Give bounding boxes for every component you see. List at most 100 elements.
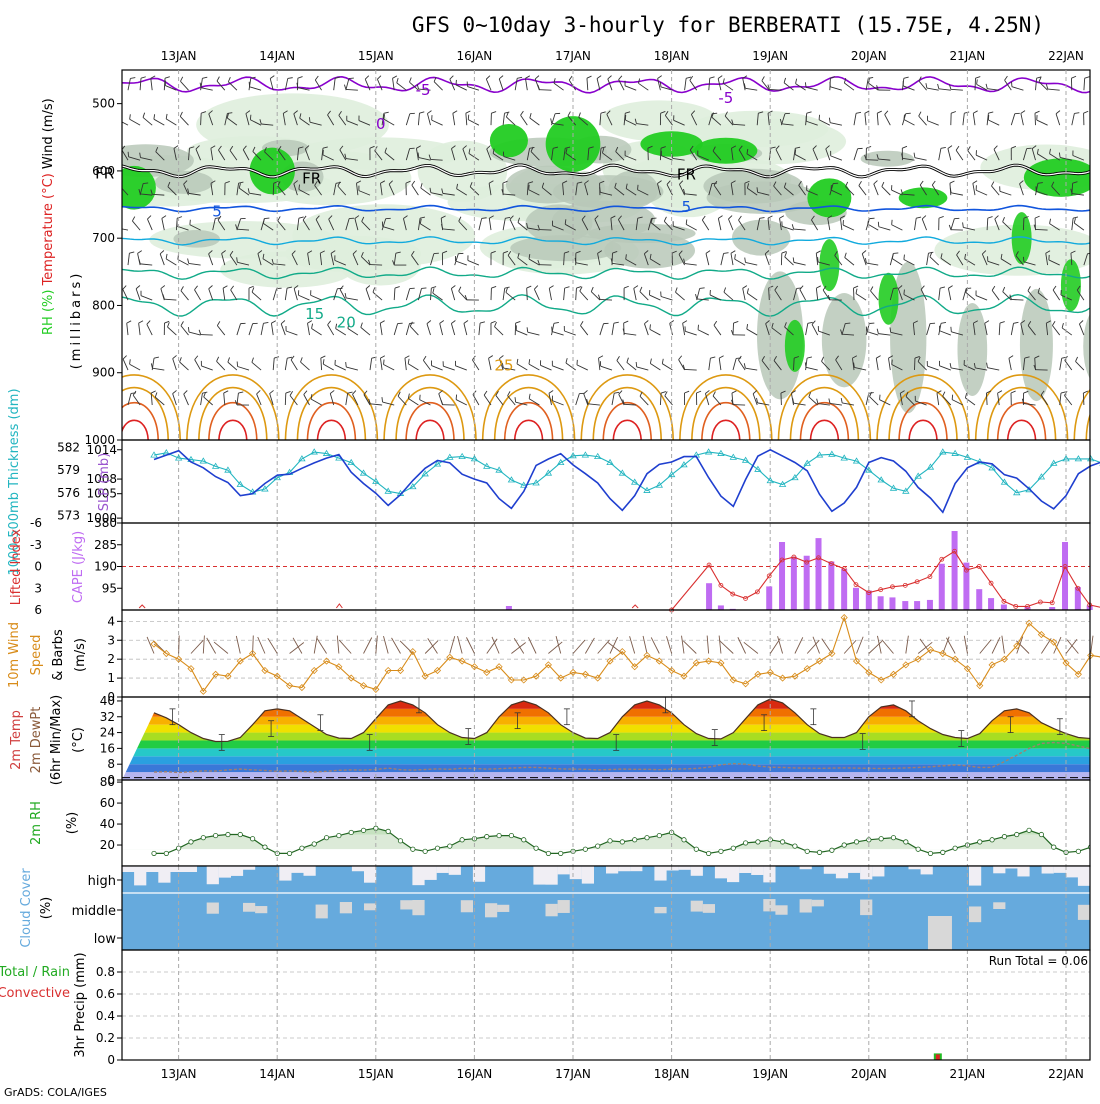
rh-2m-marker (1002, 834, 1006, 838)
precip-frame (122, 950, 1090, 1060)
cape-bar (816, 538, 822, 610)
wind-barb (660, 148, 661, 160)
high-cloud-gap (618, 866, 630, 871)
mid-cloud-gap (400, 900, 412, 909)
high-cloud-gap (751, 866, 763, 875)
cape-tick-label: 380 (94, 516, 117, 530)
wind-barb-flag (309, 117, 310, 122)
rh-2m-marker (830, 848, 834, 852)
li-ylabel: Lifted Index (9, 528, 24, 605)
wind-barb-flag (143, 183, 148, 184)
surface-wind-barb (214, 642, 228, 653)
surface-wind-barb (813, 637, 820, 654)
wind-barb-flag (893, 288, 898, 289)
rh-2m-marker (337, 833, 341, 837)
high-cloud-gap (872, 866, 884, 876)
precip-tick-label: 0.8 (96, 965, 115, 979)
surface-wind-barb (1054, 637, 1061, 653)
clipped-group (122, 693, 1100, 780)
wind-frame (122, 610, 1090, 697)
surface-wind-barb (1091, 636, 1093, 654)
high-cloud-gap (654, 866, 666, 881)
high-cloud-gap (1054, 866, 1066, 873)
wind-barb (1011, 299, 1023, 300)
rh-2m-marker (238, 832, 242, 836)
mid-cloud-gap (558, 900, 570, 913)
high-cloud-gap (739, 866, 751, 873)
wind-barb-flag (421, 288, 426, 289)
surface-wind-barb (719, 636, 721, 654)
mid-cloud-gap (497, 905, 509, 912)
li-fragment (336, 604, 342, 608)
rh-2m-marker (694, 847, 698, 851)
wind-barb-flag (349, 78, 354, 79)
mid-cloud-gap (703, 904, 715, 913)
high-cloud-gap (630, 866, 642, 871)
mid-cloud-gap (340, 902, 352, 913)
rh-2m-marker (941, 850, 945, 854)
cape-bar (952, 531, 958, 610)
temp-color-band (122, 701, 1090, 709)
high-cloud-gap (848, 866, 860, 873)
rh-2m-marker (435, 846, 439, 850)
high-cloud-gap (364, 866, 376, 883)
rh-2m-marker (596, 844, 600, 848)
cape-bar (791, 557, 797, 610)
mid-cloud-gap (969, 906, 981, 922)
rh-2m-marker (657, 833, 661, 837)
high-cloud-gap (582, 866, 594, 884)
date-label-bottom: 15JAN (358, 1067, 394, 1081)
rh-2m-marker (645, 835, 649, 839)
wind-barb-flag (892, 360, 893, 365)
wind-ylabel-1: 10m Wind (7, 622, 22, 688)
li-tick-label: 3 (34, 581, 42, 595)
rh-2m-marker (953, 846, 957, 850)
surface-temp-loop (1096, 403, 1100, 442)
wind-barb-flag (795, 149, 796, 154)
surface-wind-barb (511, 642, 525, 653)
surface-wind-barb (720, 641, 733, 653)
high-cloud-gap (836, 866, 848, 878)
wind-barb-flag (700, 288, 705, 289)
rh-shade-green (807, 178, 851, 217)
thickness-tick-label: 573 (57, 508, 80, 522)
mid-cloud-gap (860, 900, 872, 916)
precip-tick-label: 0 (107, 1053, 115, 1067)
mid-cloud-gap (763, 899, 775, 911)
rh-2m-marker (423, 849, 427, 853)
cape-bar (914, 601, 920, 610)
rh-tick-label: 40 (100, 817, 115, 831)
surface-wind-barb (1002, 636, 1005, 654)
cape-bar (889, 597, 895, 610)
rh-2m-marker (1027, 828, 1031, 832)
li-tick-label: 0 (34, 560, 42, 574)
li-tick-label: -6 (30, 516, 42, 530)
thickness-tick-label: 582 (57, 441, 80, 455)
rh-2m-marker (793, 844, 797, 848)
surface-wind-barb (651, 637, 659, 653)
high-cloud-gap (691, 866, 703, 876)
rh-2m-marker (349, 830, 353, 834)
high-cloud-gap (352, 866, 364, 871)
rh-shade-green-low (1061, 259, 1081, 311)
rh-2m-marker (546, 851, 550, 855)
pressure-tick-label: 500 (92, 97, 115, 111)
surface-wind-barb (707, 636, 708, 654)
wind-barb (1035, 113, 1036, 125)
rh-2m-marker (448, 844, 452, 848)
rh-2m-marker (780, 840, 784, 844)
surface-wind-barb (666, 636, 671, 653)
high-cloud-gap (1066, 866, 1078, 877)
precip-tick-label: 0.4 (96, 1009, 115, 1023)
pressure-unit-label: (millibars) (69, 271, 84, 370)
rh-2m-marker (522, 838, 526, 842)
rh-shade-green (490, 124, 528, 157)
rh-2m-marker (842, 843, 846, 847)
temp-ylabel-unit: (°C) (71, 727, 86, 753)
surface-wind-barb (337, 636, 339, 654)
contour-label: 25 (494, 357, 513, 375)
rh-tick-label: 80 (100, 775, 115, 789)
surface-wind-barb (528, 637, 536, 653)
wind-ylabel-2: Speed (29, 635, 44, 676)
